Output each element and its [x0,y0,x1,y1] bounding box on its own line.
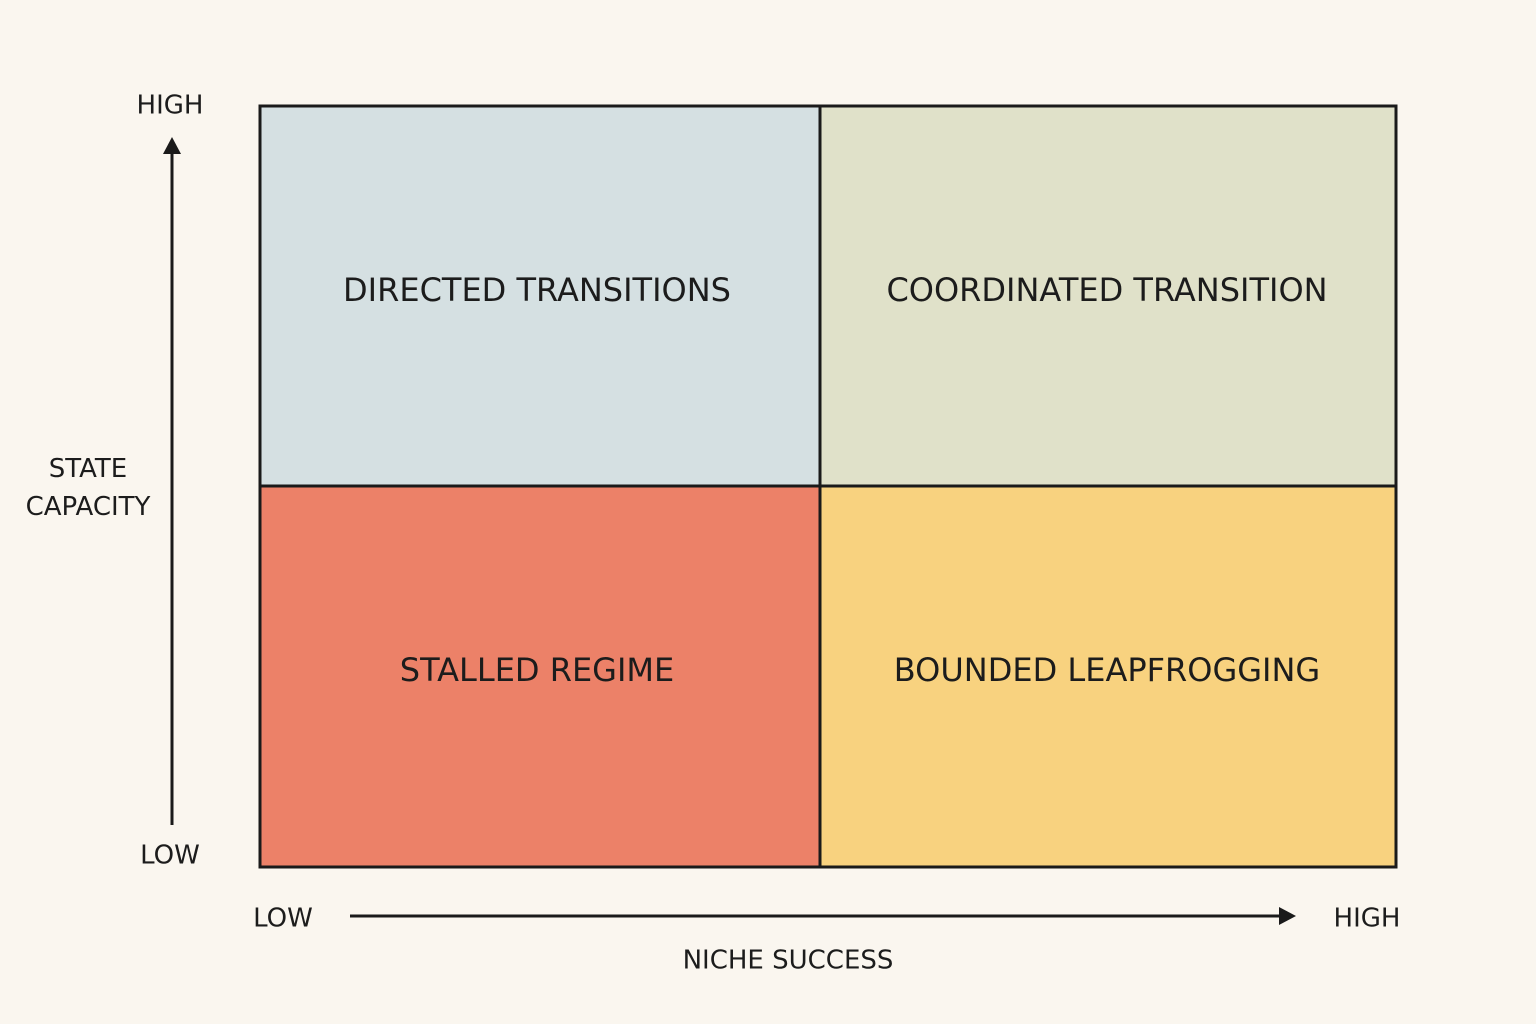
quadrant-label: STALLED REGIME [400,651,674,689]
y-axis-label: STATE CAPACITY [26,454,151,522]
x-high: HIGH [1334,904,1401,934]
x-axis-label: NICHE SUCCESS [683,946,894,976]
quadrant [260,486,820,867]
y-high: HIGH [137,91,204,121]
quadrant-label: BOUNDED LEAPFROGGING [894,651,1320,689]
quadrant [260,106,820,486]
y-axis-label-line: STATE [49,454,127,484]
y-arrowhead [163,137,181,154]
y-low: LOW [140,841,200,871]
quadrant [820,486,1396,867]
x-arrowhead [1279,907,1296,925]
quadrant-label: COORDINATED TRANSITION [886,271,1327,309]
quadrant-label: DIRECTED TRANSITIONS [343,271,731,309]
quadrant [820,106,1396,486]
y-axis-label-line: CAPACITY [26,492,151,522]
x-low: LOW [253,904,313,934]
